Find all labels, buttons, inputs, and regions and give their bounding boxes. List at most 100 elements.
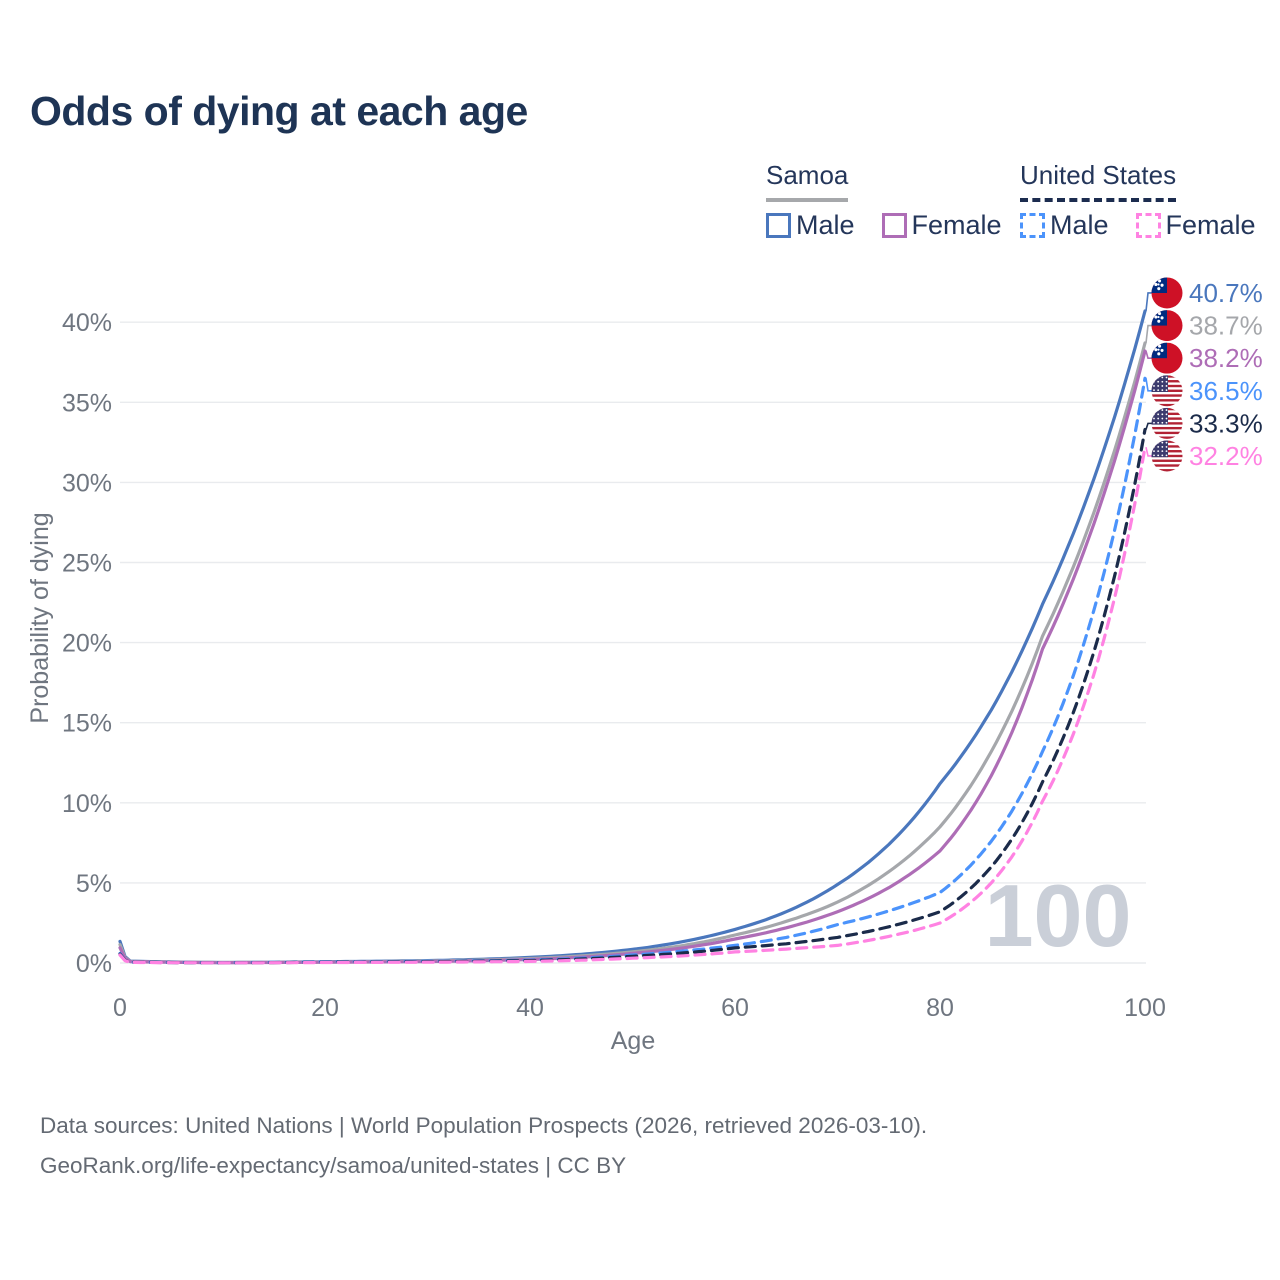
circle [1157,352,1161,356]
circle [1157,380,1160,383]
end-label-united-states-male: 36.5% [1189,376,1263,406]
rect [1151,469,1183,472]
circle [1153,389,1155,392]
legend-item-samoa-male[interactable]: Male [796,210,855,240]
circle [1165,389,1168,392]
y-tick-label: 10% [62,790,112,818]
rect [1151,401,1183,405]
circle [1153,454,1155,457]
y-tick-label: 0% [76,950,112,978]
circle [1161,454,1164,457]
x-tick-label: 0 [113,994,127,1022]
circle [1153,409,1155,411]
flag-icon-samoa [1151,342,1183,374]
circle [1160,348,1164,352]
end-label-leader [1145,324,1152,344]
end-label-leader [1145,378,1152,392]
watermark-age-label: 100 [985,866,1132,965]
circle [1161,413,1164,416]
y-tick-label: 5% [76,870,112,898]
circle [1161,389,1164,392]
data-sources-line1: Data sources: United Nations | World Pop… [40,1113,928,1138]
circle [1161,380,1164,383]
legend-swatch-samoa-male[interactable] [766,213,791,238]
legend-group-united-states: United States Male Female [1020,160,1278,241]
circle [1154,315,1158,319]
legend-swatch-samoa-female[interactable] [881,213,907,238]
end-label-group: 38.2% [1151,342,1263,374]
circle [1153,413,1155,416]
page-title: Odds of dying at each age [30,88,528,134]
circle [1157,409,1160,411]
rect [1151,394,1183,398]
circle [1157,446,1160,448]
x-tick-label: 80 [926,994,954,1022]
end-label-samoa-both-sexes: 38.7% [1189,311,1263,341]
rect [1151,434,1183,437]
end-label-leader [1145,422,1152,430]
rect [1151,429,1183,433]
circle [1157,348,1160,351]
circle [1161,376,1164,379]
circle [1161,409,1164,411]
flag-icon-us [1151,375,1183,407]
legend-item-samoa-female[interactable]: Female [911,210,1002,240]
end-label-leader [1145,292,1152,312]
circle [1165,441,1168,444]
circle [1158,311,1162,316]
end-label-united-states-both-sexes: 33.3% [1189,408,1263,438]
y-tick-label: 20% [62,630,112,658]
circle [1161,446,1164,448]
x-tick-label: 20 [311,994,339,1022]
circle [1158,344,1162,348]
rect [1151,466,1183,470]
legend-header-samoa[interactable]: Samoa [766,160,849,202]
series-line-united-states-female [118,445,1147,965]
y-tick-label: 35% [62,389,112,417]
circle [1157,441,1160,444]
y-tick-label: 25% [62,550,112,578]
circle [1165,380,1168,383]
rect [1151,426,1183,430]
legend-item-us-male[interactable]: Male [1050,210,1109,240]
legend-header-united-states[interactable]: United States [1020,160,1177,202]
legend-swatch-us-male[interactable] [1020,213,1045,238]
end-label-united-states-female: 32.2% [1189,441,1263,471]
legend: Samoa Male Female United States Male Fem… [0,160,1280,250]
data-sources-line2: GeoRank.org/life-expectancy/samoa/united… [40,1153,627,1178]
circle [1157,376,1160,379]
circle [1153,385,1155,387]
circle [1165,376,1168,379]
circle [1161,441,1164,444]
circle [1153,450,1155,453]
end-label-group: 33.3% [1151,407,1263,439]
data-sources: Data sources: United Nations | World Pop… [40,1106,927,1186]
y-tick-label: 40% [62,309,112,337]
rect [1151,424,1183,428]
end-label-group: 38.7% [1151,310,1263,342]
flag-icon-us [1151,407,1183,439]
y-tick-label: 30% [62,469,112,497]
circle [1165,450,1168,453]
circle [1154,348,1158,352]
circle [1157,454,1160,457]
rect [1151,403,1183,407]
x-tick-label: 40 [516,994,544,1022]
rect [1151,391,1183,395]
legend-swatch-us-female[interactable] [1135,213,1161,238]
circle [1158,279,1162,283]
circle [1157,421,1160,424]
end-label-leader [1145,447,1152,457]
x-tick-label: 100 [1124,994,1166,1022]
circle [1160,316,1164,320]
end-label-group: 36.5% [1151,375,1263,407]
circle [1157,413,1160,416]
rect [1151,431,1183,435]
y-tick-label: 15% [62,710,112,738]
circle [1165,409,1168,411]
legend-item-us-female[interactable]: Female [1165,210,1256,240]
circle [1153,421,1155,424]
circle [1161,421,1164,424]
